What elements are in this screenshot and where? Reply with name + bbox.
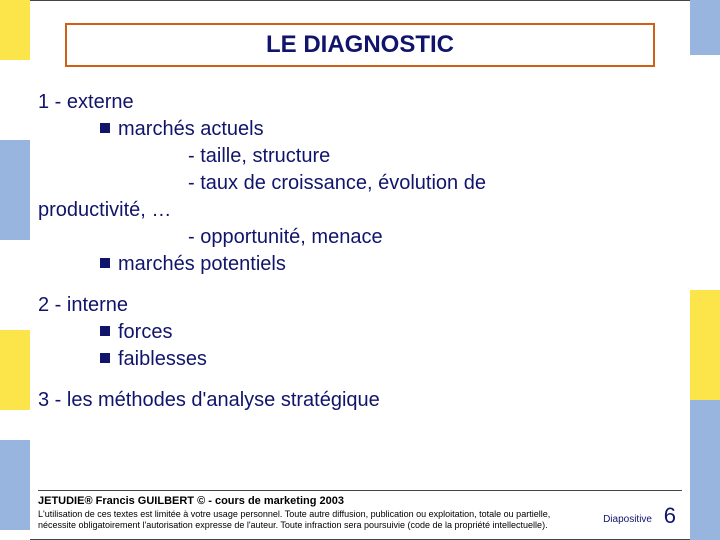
content-text: 3 - les méthodes d'analyse stratégique: [38, 389, 380, 411]
page-number: 6: [664, 503, 676, 529]
content-line: productivité, …: [38, 197, 682, 224]
content-text: - opportunité, menace: [188, 226, 383, 248]
right-stripe-blue-top: [690, 0, 720, 55]
content-text: productivité, …: [38, 199, 171, 221]
slide-title: LE DIAGNOSTIC: [266, 31, 454, 58]
content-line: 3 - les méthodes d'analyse stratégique: [38, 387, 682, 414]
content-text: faiblesses: [118, 348, 207, 370]
slide-content: 1 - externe marchés actuels - taille, stru…: [38, 89, 682, 414]
content-text: 1 - externe: [38, 91, 134, 113]
content-line: - taille, structure: [38, 143, 682, 170]
content-text: forces: [118, 321, 172, 343]
content-line: - opportunité, menace: [38, 224, 682, 251]
slide-footer: JETUDIE® Francis GUILBERT © - cours de m…: [38, 490, 682, 531]
content-line: marchés potentiels: [38, 251, 682, 278]
content-line: 2 - interne: [38, 292, 682, 319]
content-line: marchés actuels: [38, 116, 682, 143]
right-stripe-yellow: [690, 290, 720, 400]
slide-body: LE DIAGNOSTIC 1 - externe marchés actuels…: [30, 0, 690, 540]
content-text: - taux de croissance, évolution de: [188, 172, 486, 194]
left-stripe-blue-bot: [0, 440, 30, 530]
content-text: marchés potentiels: [118, 253, 286, 275]
title-box: LE DIAGNOSTIC: [65, 23, 655, 67]
footer-legal: L'utilisation de ces textes est limitée …: [38, 509, 558, 531]
page-label: Diapositive: [603, 514, 652, 525]
left-stripe-yellow-top: [0, 0, 30, 60]
content-line: forces: [38, 319, 682, 346]
content-text: 2 - interne: [38, 294, 128, 316]
left-stripe-yellow-bot: [0, 330, 30, 410]
right-stripe-blue-bot: [690, 400, 720, 540]
content-text: marchés actuels: [118, 118, 264, 140]
square-bullet-icon: [100, 258, 110, 268]
square-bullet-icon: [100, 123, 110, 133]
content-line: faiblesses: [38, 346, 682, 373]
square-bullet-icon: [100, 353, 110, 363]
left-stripe-blue-mid: [0, 140, 30, 240]
content-line: - taux de croissance, évolution de: [38, 170, 682, 197]
content-text: - taille, structure: [188, 145, 330, 167]
content-line: 1 - externe: [38, 89, 682, 116]
footer-title: JETUDIE® Francis GUILBERT © - cours de m…: [38, 495, 682, 507]
square-bullet-icon: [100, 326, 110, 336]
